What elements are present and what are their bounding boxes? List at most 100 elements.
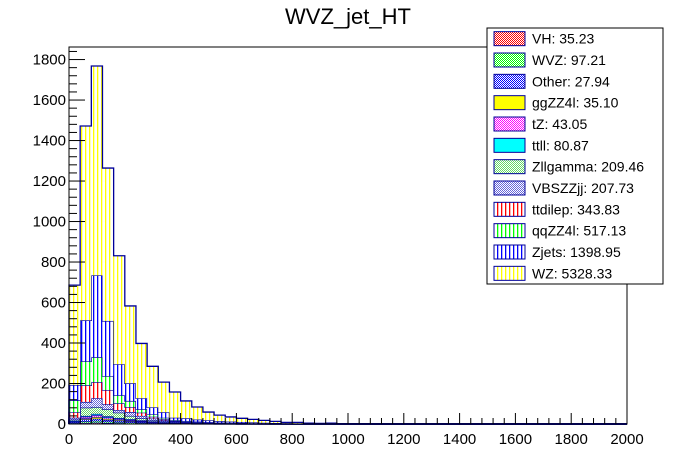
legend-swatch bbox=[493, 159, 526, 175]
legend-item-vh: VH: 35.23 bbox=[493, 31, 594, 47]
legend-swatch bbox=[493, 244, 526, 260]
x-tick-label: 1800 bbox=[555, 431, 588, 448]
bar-vbszzjj-bin-6 bbox=[135, 415, 148, 419]
legend-item-ttll: ttll: 80.87 bbox=[493, 137, 589, 153]
bar-wz-bin-1 bbox=[80, 125, 92, 321]
bar-qqzz4l-bin-7 bbox=[147, 414, 159, 417]
bar-ttdilep-bin-5 bbox=[124, 406, 136, 413]
bar-qqzz4l-bin-5 bbox=[124, 400, 136, 407]
bar-vbszzjj-bin-0 bbox=[69, 417, 81, 420]
legend-label: ttll: 80.87 bbox=[532, 137, 589, 153]
bar-tz-bin-1 bbox=[80, 416, 92, 419]
legend-item-tz: tZ: 43.05 bbox=[493, 116, 587, 132]
y-tick-label: 1200 bbox=[33, 173, 66, 190]
y-tick-label: 200 bbox=[41, 376, 66, 393]
bar-zjets-bin-10 bbox=[180, 418, 192, 421]
legend-swatch bbox=[493, 265, 526, 281]
bar-vbszzjj-bin-2 bbox=[91, 398, 103, 407]
bar-zjets-bin-3 bbox=[102, 320, 114, 377]
y-tick-label: 1800 bbox=[33, 52, 66, 69]
bar-zllgamma-bin-2 bbox=[91, 406, 103, 414]
bar-qqzz4l-bin-1 bbox=[80, 361, 92, 386]
x-tick-label: 2000 bbox=[610, 431, 643, 448]
bar-other-bin-3 bbox=[102, 419, 114, 422]
legend-swatch bbox=[493, 116, 526, 132]
bar-wz-bin-3 bbox=[102, 168, 114, 321]
bar-zllgamma-bin-4 bbox=[113, 412, 125, 418]
bar-qqzz4l-bin-8 bbox=[158, 417, 170, 420]
legend-swatch bbox=[493, 201, 526, 217]
bar-other-bin-1 bbox=[80, 419, 92, 422]
x-tick-label: 200 bbox=[112, 431, 137, 448]
bar-wz-bin-5 bbox=[124, 305, 136, 384]
bar-wz-bin-17 bbox=[258, 420, 270, 423]
x-tick-label: 1000 bbox=[331, 431, 364, 448]
bar-wvz-bin-2 bbox=[91, 420, 103, 423]
bar-ttdilep-bin-2 bbox=[91, 382, 103, 399]
bar-tz-bin-3 bbox=[102, 417, 114, 419]
legend-item-wz: WZ: 5328.33 bbox=[493, 265, 612, 281]
x-tick-label: 1200 bbox=[387, 431, 420, 448]
legend-box bbox=[486, 27, 664, 285]
bar-ttdilep-bin-4 bbox=[113, 403, 125, 411]
y-axis: 0 200 400 600 800 1000 1200 1400 1600 1800 bbox=[33, 50, 85, 433]
x-tick-label: 800 bbox=[280, 431, 305, 448]
bar-vbszzjj-bin-3 bbox=[102, 404, 114, 410]
bar-ttdilep-bin-3 bbox=[102, 389, 114, 405]
legend-swatch bbox=[493, 31, 526, 47]
bar-zjets-bin-2 bbox=[91, 275, 103, 358]
x-tick-label: 1400 bbox=[443, 431, 476, 448]
bar-qqzz4l-bin-4 bbox=[113, 395, 125, 404]
bar-ttdilep-bin-6 bbox=[135, 412, 148, 416]
x-axis: 0 200 400 600 800 1000 1200 1400 1600 1800 2000 bbox=[65, 413, 644, 448]
x-tick-label: 600 bbox=[224, 431, 249, 448]
bar-wz-bin-8 bbox=[158, 382, 170, 413]
legend-item-ggzz4l: ggZZ4l: 35.10 bbox=[493, 95, 619, 111]
legend-item-ttdilep: ttdilep: 343.83 bbox=[493, 201, 620, 217]
bar-wvz-bin-3 bbox=[102, 421, 114, 423]
bar-zllgamma-bin-6 bbox=[135, 418, 148, 421]
bar-vbszzjj-bin-1 bbox=[80, 401, 92, 408]
legend: VH: 35.23 WVZ: 97.21 Other: 27.94 ggZZ4l: 3… bbox=[486, 27, 664, 285]
legend-label: Zllgamma: 209.46 bbox=[532, 159, 644, 175]
x-tick-label: 1600 bbox=[499, 431, 532, 448]
bar-zjets-bin-11 bbox=[191, 419, 203, 422]
legend-item-zllgamma: Zllgamma: 209.46 bbox=[493, 159, 644, 175]
bar-wz-bin-11 bbox=[191, 406, 203, 420]
bar-vh-bin-2 bbox=[91, 422, 103, 424]
bar-wz-bin-10 bbox=[180, 400, 192, 419]
bar-wz-bin-16 bbox=[247, 419, 259, 423]
bar-zjets-bin-7 bbox=[147, 407, 159, 415]
y-tick-label: 600 bbox=[41, 295, 66, 312]
x-tick-label: 400 bbox=[168, 431, 193, 448]
bar-wz-bin-4 bbox=[113, 255, 125, 365]
y-tick-label: 400 bbox=[41, 335, 66, 352]
bar-wz-bin-7 bbox=[147, 366, 159, 408]
bar-tz-bin-2 bbox=[91, 415, 103, 417]
y-tick-label: 0 bbox=[58, 416, 66, 433]
bar-ggzz4l-bin-2 bbox=[91, 416, 103, 419]
bar-zjets-bin-8 bbox=[158, 412, 170, 418]
bar-qqzz4l-bin-6 bbox=[135, 409, 148, 413]
legend-label: Zjets: 1398.95 bbox=[532, 244, 621, 260]
bar-zllgamma-bin-5 bbox=[124, 415, 136, 420]
bar-zjets-bin-6 bbox=[135, 398, 148, 410]
legend-swatch bbox=[493, 73, 526, 89]
bar-wz-bin-18 bbox=[269, 421, 282, 423]
bar-ttdilep-bin-0 bbox=[69, 412, 81, 418]
bar-wz-bin-13 bbox=[214, 415, 226, 422]
bar-other-bin-2 bbox=[91, 418, 103, 421]
x-tick-label: 0 bbox=[65, 431, 73, 448]
bar-qqzz4l-bin-3 bbox=[102, 376, 114, 390]
bar-zjets-bin-9 bbox=[169, 417, 181, 420]
legend-item-other: Other: 27.94 bbox=[493, 73, 610, 89]
bar-wz-bin-14 bbox=[225, 416, 237, 422]
bar-zjets-bin-1 bbox=[80, 320, 92, 362]
bar-zllgamma-bin-1 bbox=[80, 407, 92, 416]
y-tick-label: 1600 bbox=[33, 92, 66, 109]
legend-label: WVZ: 97.21 bbox=[532, 52, 606, 68]
legend-label: tZ: 43.05 bbox=[532, 116, 587, 132]
legend-item-wvz: WVZ: 97.21 bbox=[493, 52, 606, 68]
legend-label: VBSZZjj: 207.73 bbox=[532, 180, 634, 196]
